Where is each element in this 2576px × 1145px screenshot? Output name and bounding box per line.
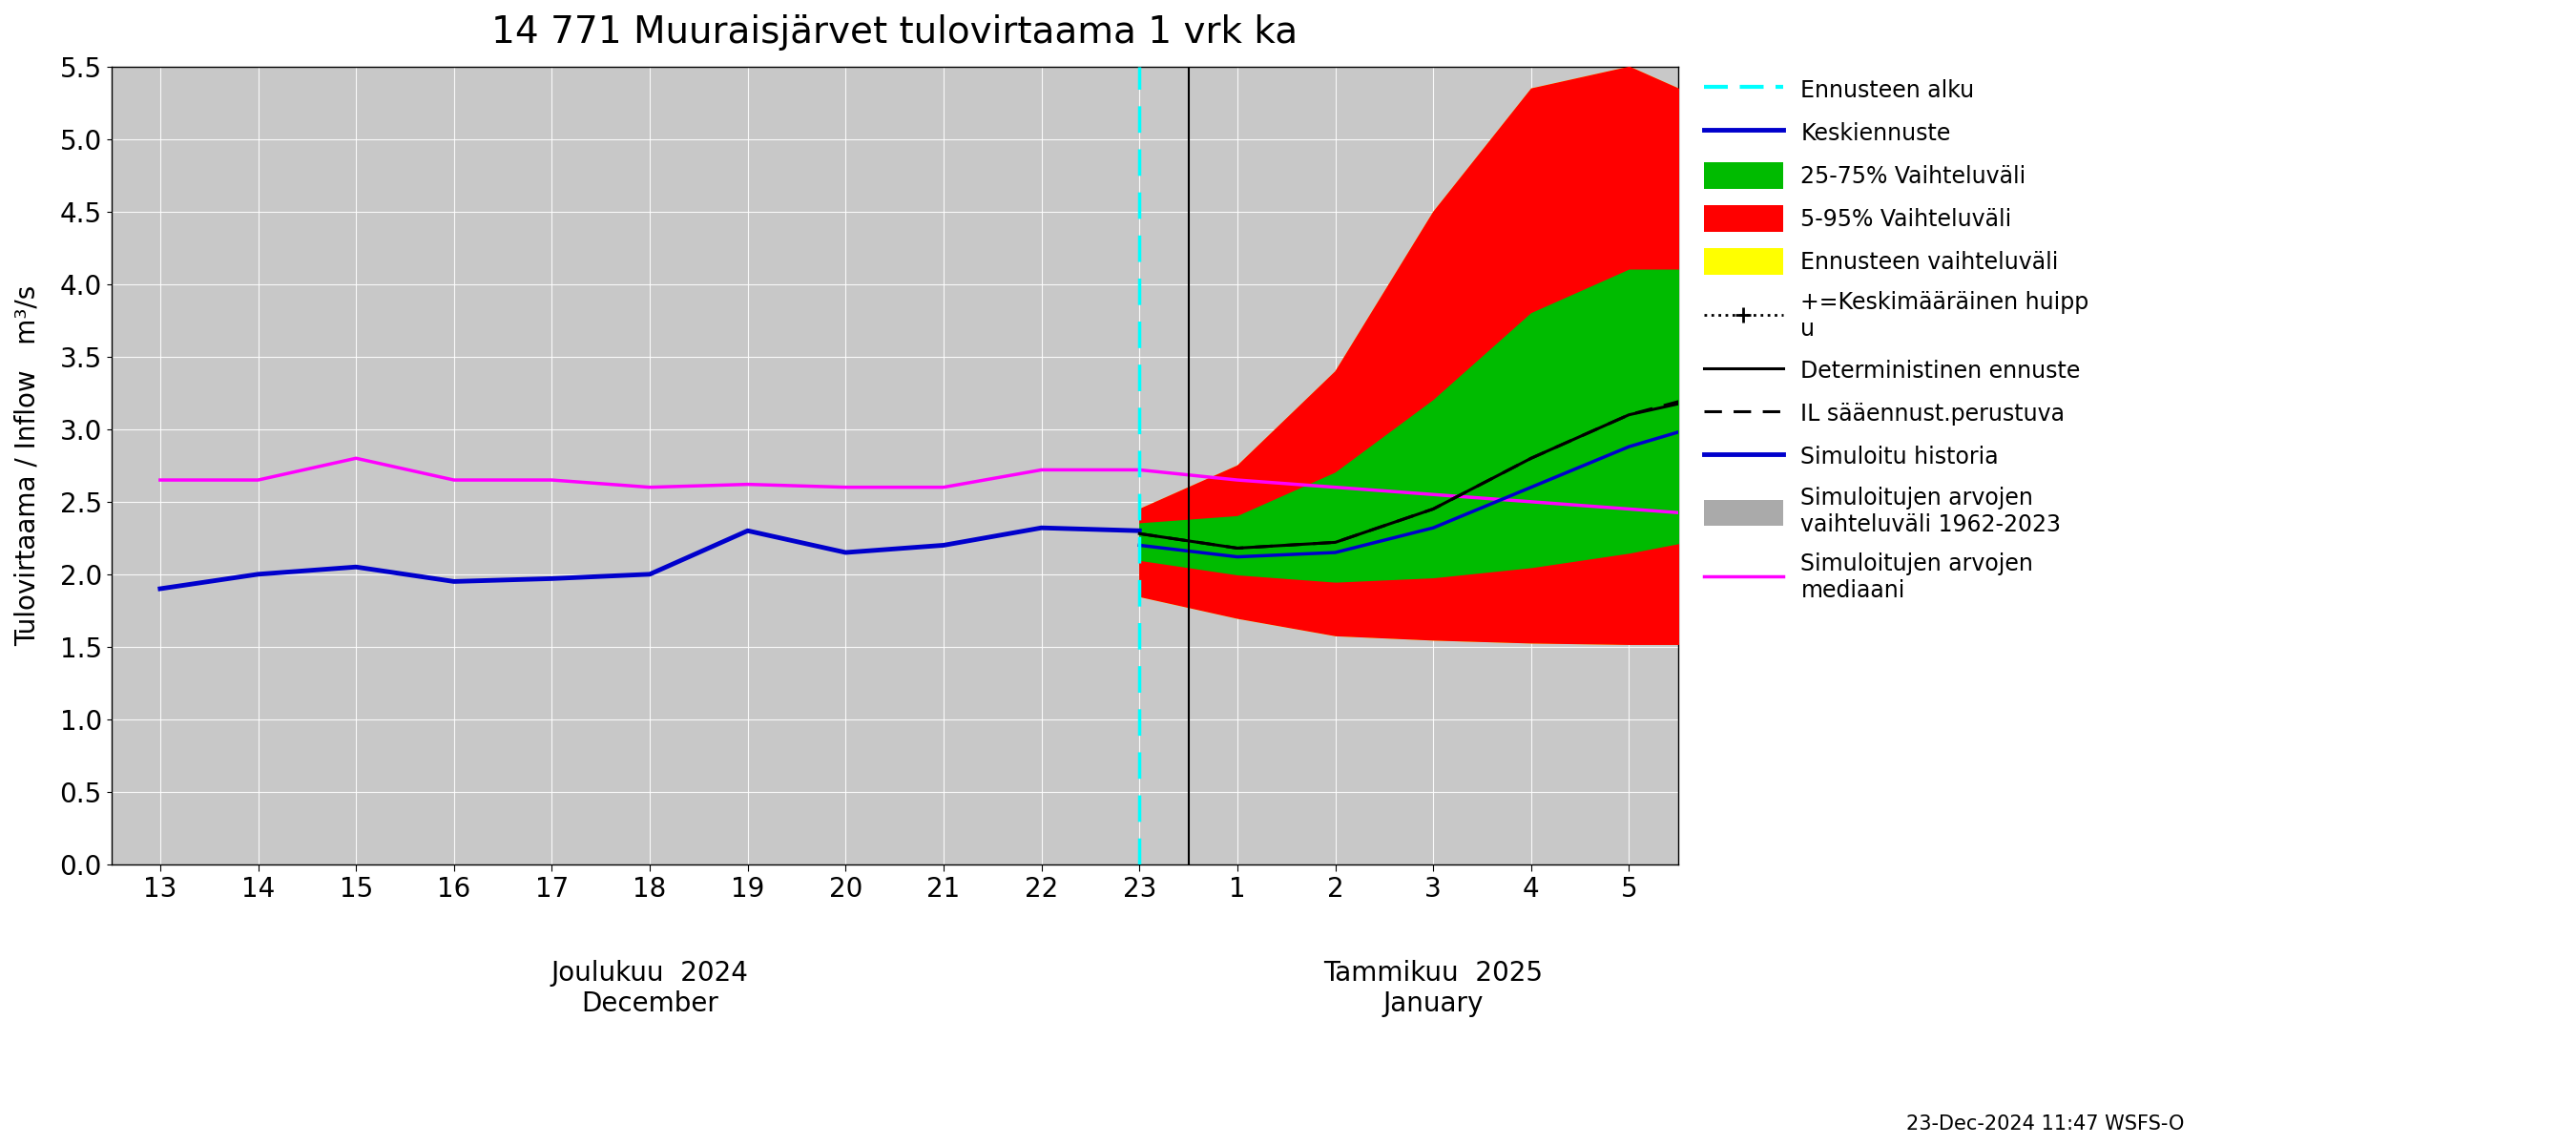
Text: Tammikuu  2025
January: Tammikuu 2025 January	[1324, 960, 1543, 1018]
Legend: Ennusteen alku, Keskiennuste, 25-75% Vaihteluväli, 5-95% Vaihteluväli, Ennusteen: Ennusteen alku, Keskiennuste, 25-75% Vai…	[1698, 70, 2097, 609]
Title: 14 771 Muuraisjärvet tulovirtaama 1 vrk ka: 14 771 Muuraisjärvet tulovirtaama 1 vrk …	[492, 14, 1298, 50]
Text: 23-Dec-2024 11:47 WSFS-O: 23-Dec-2024 11:47 WSFS-O	[1906, 1114, 2184, 1134]
Text: Joulukuu  2024
December: Joulukuu 2024 December	[551, 960, 750, 1018]
Y-axis label: Tulovirtaama / Inflow   m³/s: Tulovirtaama / Inflow m³/s	[15, 285, 41, 646]
